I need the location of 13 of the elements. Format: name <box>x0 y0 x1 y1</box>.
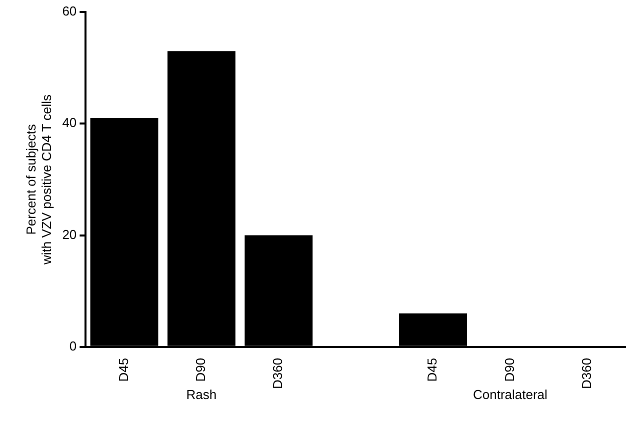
x-tick-label: D360 <box>270 358 286 389</box>
y-tick-label: 40 <box>62 115 77 130</box>
x-tick-label: D45 <box>424 358 440 382</box>
x-tick-label: D90 <box>502 358 517 382</box>
x-tick-label: D360 <box>578 358 594 389</box>
y-tick-label: 60 <box>62 4 77 19</box>
y-axis-title: Percent of subjects with VZV positive CD4 T cells <box>23 94 54 266</box>
text: Contralateral <box>472 386 548 402</box>
x-tick-label: D90 <box>193 358 208 382</box>
x-tick-label: D45 <box>116 358 131 382</box>
y-tick-label: 20 <box>62 226 77 242</box>
text: Rash <box>186 386 217 402</box>
y-tick-label: 0 <box>69 338 77 354</box>
